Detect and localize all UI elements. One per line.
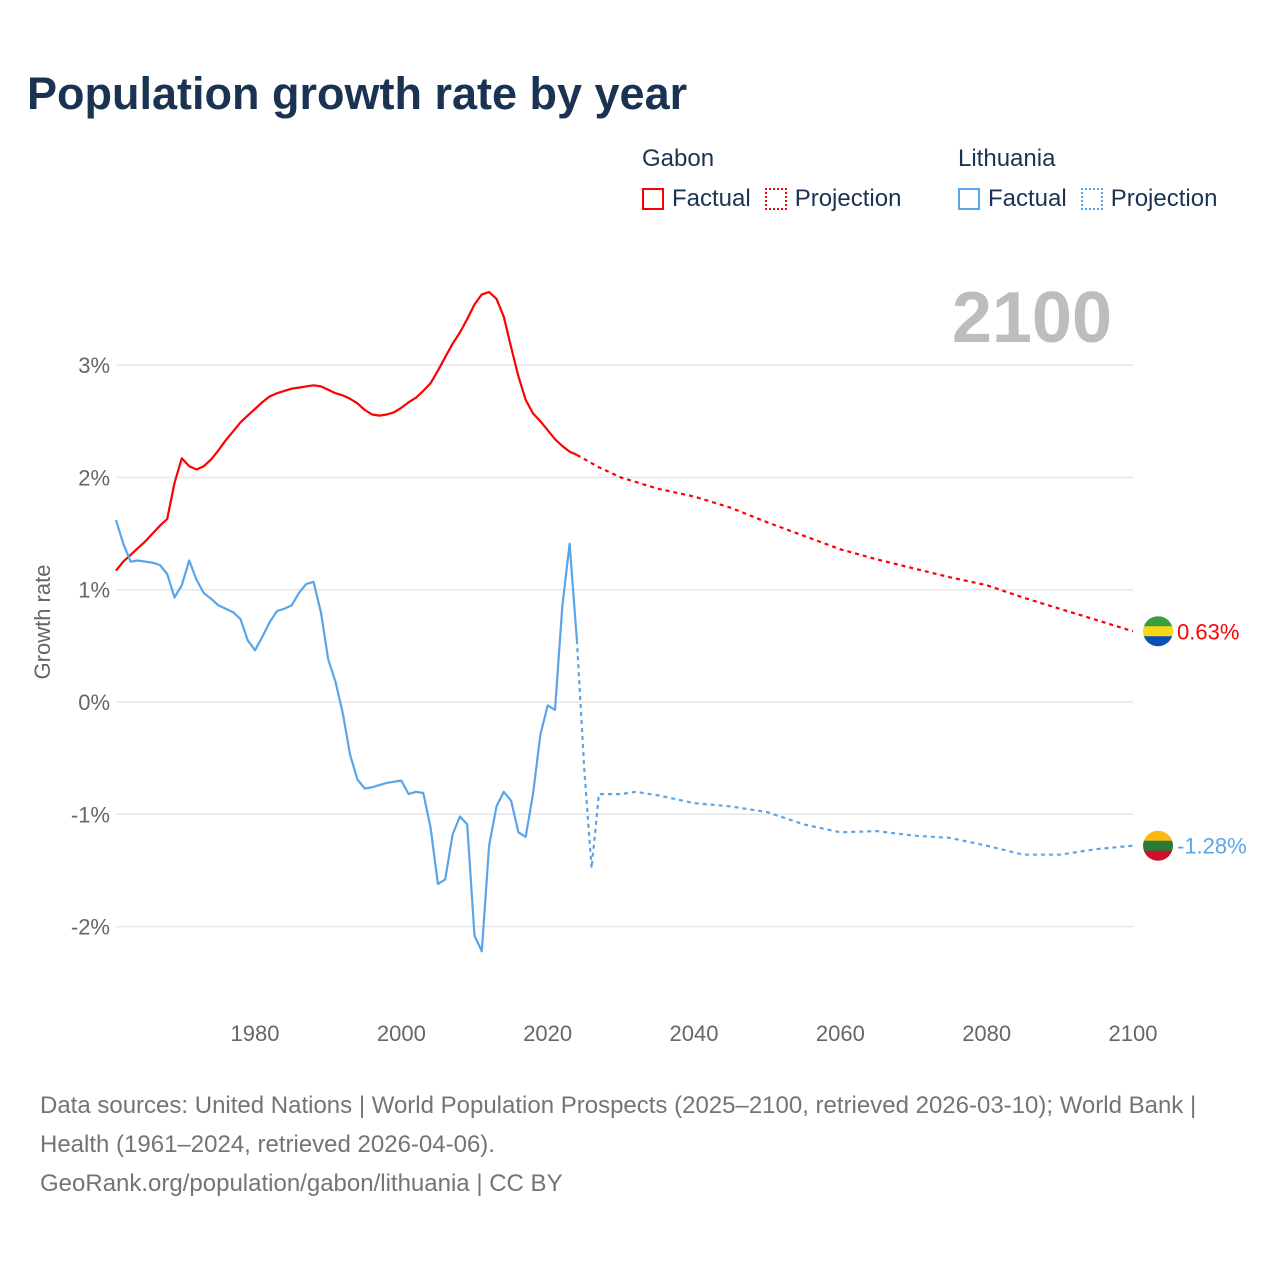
year-display: 2100 bbox=[952, 278, 1112, 358]
y-tick-label: 1% bbox=[78, 578, 110, 603]
legend-lithuania-title: Lithuania bbox=[958, 145, 1056, 172]
flag-stripe bbox=[1143, 840, 1173, 852]
flag-stripe bbox=[1143, 616, 1173, 627]
legend-lithuania: Lithuania Factual Projection bbox=[958, 145, 1231, 213]
solid-swatch-icon bbox=[642, 188, 664, 210]
flag-stripe bbox=[1143, 626, 1173, 637]
legend-gabon-factual[interactable]: Factual bbox=[642, 185, 751, 213]
lithuania-flag-icon bbox=[1143, 830, 1173, 861]
chart-title: Population growth rate by year bbox=[27, 68, 688, 119]
gabon-projection-line bbox=[576, 453, 1134, 633]
legend-gabon-projection[interactable]: Projection bbox=[764, 185, 902, 213]
x-tick-label: 2040 bbox=[670, 1021, 719, 1046]
flag-stripe bbox=[1143, 850, 1173, 861]
flag-stripe bbox=[1143, 636, 1173, 647]
lithuania-projection-line bbox=[575, 640, 1134, 870]
legend-label: Projection bbox=[794, 185, 902, 212]
data-sources: Data sources: United Nations | World Pop… bbox=[40, 1092, 1197, 1158]
y-tick-label: -2% bbox=[71, 915, 110, 940]
lithuania-factual-line bbox=[114, 519, 578, 953]
x-tick-label: 2020 bbox=[523, 1021, 572, 1046]
lithuania-end-label: -1.28% bbox=[1177, 834, 1247, 859]
y-tick-label: 3% bbox=[78, 353, 110, 378]
x-tick-label: 1980 bbox=[231, 1021, 280, 1046]
credit-link[interactable]: GeoRank.org/population/gabon/lithuania |… bbox=[40, 1170, 563, 1197]
y-tick-label: -1% bbox=[71, 802, 110, 827]
dotted-swatch-icon bbox=[764, 188, 787, 210]
gabon-end-label: 0.63% bbox=[1177, 619, 1239, 644]
solid-swatch-icon bbox=[958, 188, 980, 210]
x-tick-label: 2000 bbox=[377, 1021, 426, 1046]
legend-lithuania-projection[interactable]: Projection bbox=[1080, 185, 1218, 213]
y-axis-label: Growth rate bbox=[30, 565, 55, 680]
flag-stripe bbox=[1143, 830, 1173, 842]
chart-plot: 2100 3% 2% 1% 0% -1% -2% 1980 2000 2020 2040 2060 2… bbox=[30, 278, 1247, 1046]
legend-label: Factual bbox=[988, 185, 1067, 212]
legend-lithuania-factual[interactable]: Factual bbox=[958, 185, 1067, 213]
gabon-flag-icon bbox=[1143, 616, 1173, 647]
x-tick-label: 2060 bbox=[816, 1021, 865, 1046]
gabon-factual-line bbox=[115, 291, 578, 572]
x-tick-label: 2080 bbox=[962, 1021, 1011, 1046]
footer: Data sources: United Nations | World Pop… bbox=[40, 1086, 1240, 1203]
legend-label: Factual bbox=[672, 185, 751, 212]
x-tick-label: 2100 bbox=[1109, 1021, 1158, 1046]
legend-gabon-title: Gabon bbox=[642, 145, 715, 172]
y-tick-label: 0% bbox=[78, 690, 110, 715]
dotted-swatch-icon bbox=[1080, 188, 1103, 210]
y-tick-label: 2% bbox=[78, 465, 110, 490]
legend-gabon: Gabon Factual Projection bbox=[642, 145, 915, 213]
legend-label: Projection bbox=[1110, 185, 1218, 212]
